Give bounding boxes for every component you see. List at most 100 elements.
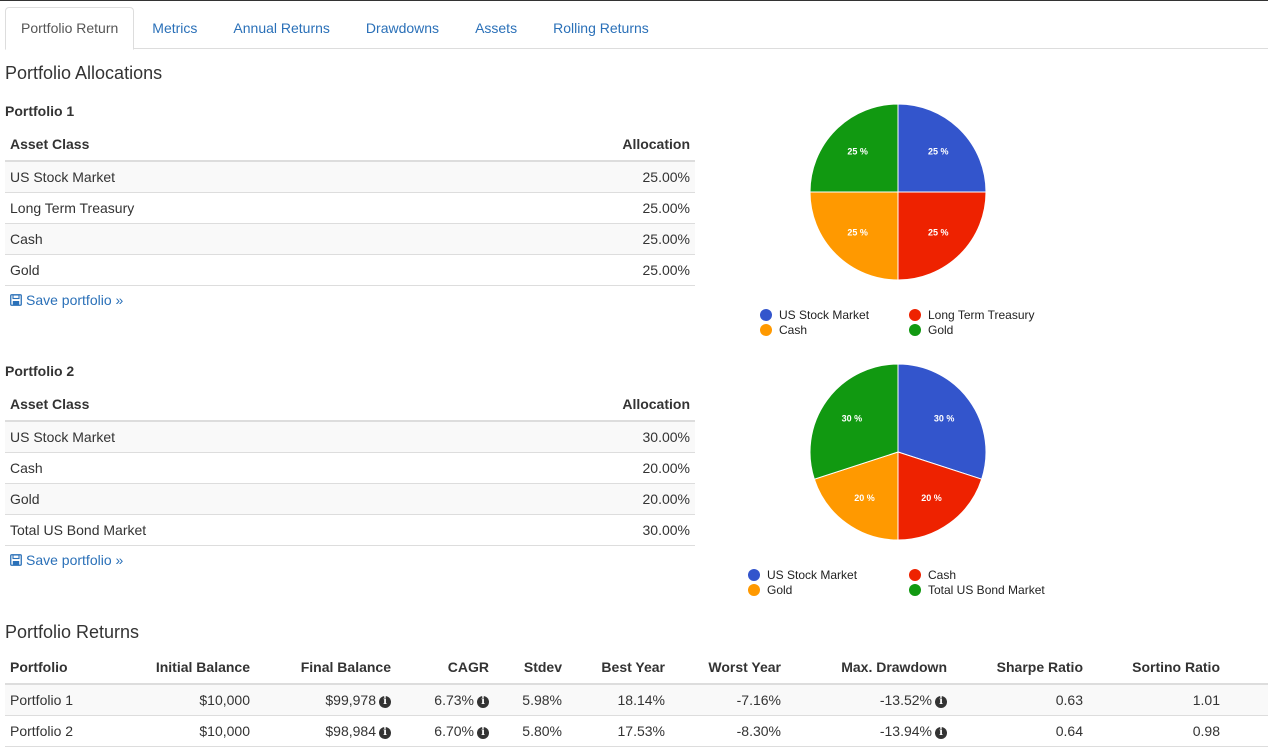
- legend-swatch: [909, 584, 921, 596]
- info-icon[interactable]: i: [935, 726, 947, 739]
- legend-item-gold: Gold: [909, 323, 953, 337]
- asset-name: Long Term Treasury: [5, 192, 443, 224]
- final-balance-cell: $99,978 i: [255, 684, 396, 716]
- tab-bar: Portfolio Return Metrics Annual Returns …: [5, 7, 1268, 50]
- pie-slice-label: 20 %: [854, 493, 875, 503]
- tab-annual-returns[interactable]: Annual Returns: [233, 20, 330, 36]
- table-row: Total US Bond Market 30.00%: [5, 514, 695, 546]
- portfolio-returns-table: Portfolio Initial Balance Final Balance …: [5, 651, 1268, 747]
- tab-metrics[interactable]: Metrics: [152, 20, 198, 36]
- asset-name: US Stock Market: [5, 161, 443, 193]
- legend-swatch: [909, 324, 921, 336]
- table-row: Cash 25.00%: [5, 223, 695, 255]
- max-drawdown: -13.94%: [879, 722, 932, 739]
- table-row: Long Term Treasury 25.00%: [5, 192, 695, 224]
- table-row: US Stock Market 25.00%: [5, 161, 695, 193]
- col-best-year: Best Year: [567, 651, 670, 685]
- legend-label: US Stock Market: [767, 568, 858, 582]
- asset-name: Cash: [5, 223, 443, 255]
- col-sortino-ratio: Sortino Ratio: [1088, 651, 1225, 685]
- info-icon[interactable]: i: [477, 695, 489, 708]
- pie-slice-label: 25 %: [847, 227, 868, 237]
- portfolio-1-allocation-table: Asset Class Allocation US Stock Market 2…: [5, 128, 695, 286]
- table-row: Portfolio 2 $10,000 $98,984 i 6.70% i 5.80…: [5, 715, 1268, 747]
- tab-drawdowns[interactable]: Drawdowns: [365, 20, 440, 36]
- table-row: Gold 20.00%: [5, 483, 695, 515]
- table-row: Gold 25.00%: [5, 254, 695, 286]
- cagr-cell: 6.70% i: [396, 715, 494, 747]
- portfolio-name: Portfolio 2: [5, 715, 106, 747]
- save-portfolio-2-link[interactable]: Save portfolio »: [10, 552, 123, 568]
- legend-label: Long Term Treasury: [928, 308, 1035, 322]
- col-worst-year: Worst Year: [670, 651, 786, 685]
- legend-label: Gold: [767, 583, 793, 597]
- asset-allocation: 20.00%: [455, 452, 695, 484]
- floppy-disk-icon: [10, 554, 22, 566]
- col-asset-class: Asset Class: [5, 388, 456, 422]
- stdev: 5.80%: [494, 715, 567, 747]
- pie-slice-us-stock-market: [897, 103, 987, 193]
- floppy-disk-icon: [10, 294, 22, 306]
- col-spacer: [1225, 651, 1268, 685]
- legend-item-us-stock-market: US Stock Market: [760, 308, 869, 322]
- col-sharpe-ratio: Sharpe Ratio: [952, 651, 1088, 685]
- pie-slice-gold: [813, 451, 899, 541]
- initial-balance: $10,000: [106, 684, 255, 716]
- asset-name: Gold: [5, 483, 456, 515]
- sharpe-ratio: 0.64: [952, 715, 1088, 747]
- table-row: Cash 20.00%: [5, 452, 695, 484]
- legend-item-gold: Gold: [748, 583, 792, 597]
- allocations-title: Portfolio Allocations: [5, 63, 163, 83]
- info-icon[interactable]: i: [935, 695, 947, 708]
- pie-slice-label: 25 %: [847, 147, 868, 157]
- initial-balance: $10,000: [106, 715, 255, 747]
- pie-slice-label: 20 %: [921, 493, 942, 503]
- portfolio-2-pie-chart: 30 % 20 % 20 % 30 %: [809, 363, 987, 541]
- table-row: US Stock Market 30.00%: [5, 421, 695, 453]
- tab-portfolio-return[interactable]: Portfolio Return: [5, 7, 135, 50]
- max-drawdown: -13.52%: [879, 691, 932, 708]
- best-year: 18.14%: [567, 684, 670, 716]
- col-allocation: Allocation: [442, 128, 695, 162]
- sharpe-ratio: 0.63: [952, 684, 1088, 716]
- asset-name: US Stock Market: [5, 421, 456, 453]
- tab-rolling-returns[interactable]: Rolling Returns: [553, 20, 649, 36]
- pie-slice-label: 30 %: [842, 413, 863, 423]
- legend-swatch: [760, 324, 772, 336]
- col-asset-class: Asset Class: [5, 128, 443, 162]
- legend-item-cash: Cash: [760, 323, 807, 337]
- max-drawdown-cell: -13.52% i: [786, 684, 952, 716]
- tab-assets[interactable]: Assets: [475, 20, 518, 36]
- legend-swatch: [748, 584, 760, 596]
- pie-slice-long-term-treasury: [897, 191, 987, 281]
- col-allocation: Allocation: [455, 388, 695, 422]
- pie-slice-gold: [809, 103, 899, 193]
- final-balance-cell: $98,984 i: [255, 715, 396, 747]
- col-cagr: CAGR: [396, 651, 494, 685]
- table-row: Portfolio 1 $10,000 $99,978 i 6.73% i 5.98…: [5, 684, 1268, 716]
- legend-label: Total US Bond Market: [928, 583, 1045, 597]
- legend-swatch: [909, 569, 921, 581]
- legend-item-total-us-bond-market: Total US Bond Market: [909, 583, 1045, 597]
- info-icon[interactable]: i: [477, 726, 489, 739]
- spacer-cell: [1225, 715, 1268, 747]
- save-portfolio-1-link[interactable]: Save portfolio »: [10, 292, 123, 308]
- legend-label: US Stock Market: [779, 308, 870, 322]
- asset-allocation: 25.00%: [442, 192, 695, 224]
- save-portfolio-label: Save portfolio »: [26, 552, 124, 568]
- asset-allocation: 20.00%: [455, 483, 695, 515]
- returns-title: Portfolio Returns: [5, 622, 140, 642]
- info-icon[interactable]: i: [379, 695, 391, 708]
- legend-item-long-term-treasury: Long Term Treasury: [909, 308, 1035, 322]
- portfolio-2-pie-legend: US Stock Market Cash Gold Total US Bond …: [748, 568, 1088, 600]
- legend-label: Cash: [779, 323, 808, 337]
- asset-name: Gold: [5, 254, 443, 286]
- pie-slice-label: 25 %: [928, 227, 949, 237]
- top-border: [0, 0, 1268, 1]
- legend-label: Gold: [928, 323, 954, 337]
- legend-swatch: [748, 569, 760, 581]
- pie-slice-cash: [809, 191, 899, 281]
- col-max-drawdown: Max. Drawdown: [786, 651, 952, 685]
- info-icon[interactable]: i: [379, 726, 391, 739]
- pie-slice-total-us-bond-market: [809, 363, 899, 480]
